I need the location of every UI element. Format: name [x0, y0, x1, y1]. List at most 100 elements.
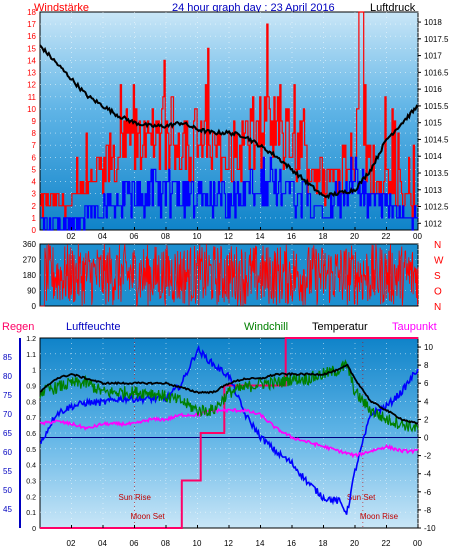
humidity-ytick-label: 65 [3, 429, 12, 438]
direction-ytick-label: 0 [32, 302, 37, 311]
p3-xtick-label: 10 [193, 539, 202, 548]
p3-xtick-label: 04 [98, 539, 107, 548]
direction-compass-label: W [434, 256, 444, 267]
humidity-series [39, 344, 419, 515]
pressure-series [39, 44, 419, 200]
wind-ytick-label: 8 [32, 129, 37, 138]
wind-ytick-label: 2 [32, 202, 37, 211]
direction-ytick-label: 180 [23, 271, 37, 280]
dewpoint-series [39, 407, 419, 459]
temp-ytick-label: -10 [424, 524, 436, 533]
humidity-ytick-label: 50 [3, 486, 12, 495]
humidity-ytick-label: 55 [3, 467, 12, 476]
p1-xtick-label: 10 [193, 232, 202, 241]
luftfeuchte-legend: Luftfeuchte [66, 321, 120, 333]
pressure-ytick-label: 1013 [424, 186, 442, 195]
wind-ytick-label: 9 [32, 117, 37, 126]
pressure-ytick-label: 1012 [424, 219, 442, 228]
moon-set-label: Moon Set [131, 512, 166, 521]
temperatur-legend: Temperatur [312, 321, 368, 333]
direction-compass-label: O [434, 287, 442, 298]
humidity-ytick-label: 75 [3, 391, 12, 400]
rain-ytick-label: 0.8 [26, 399, 36, 406]
wind-ytick-label: 12 [27, 81, 36, 90]
pressure-ytick-label: 1016.5 [424, 68, 449, 77]
pressure-ytick-label: 1018 [424, 18, 442, 27]
wind-ytick-label: 3 [32, 190, 37, 199]
direction-compass-label: N [434, 302, 441, 313]
wind-ytick-label: 16 [27, 32, 36, 41]
p3-xtick-label: 18 [319, 539, 328, 548]
temperature-series [39, 363, 419, 425]
rain-ytick-label: 0.3 [26, 479, 36, 486]
wind-ytick-label: 11 [28, 93, 37, 102]
temp-ytick-label: 4 [424, 397, 429, 406]
pressure-ytick-label: 1016 [424, 85, 442, 94]
p3-xtick-label: 14 [256, 539, 265, 548]
sun-rise-label: Sun Rise [119, 493, 152, 502]
p1-xtick-label: 06 [130, 232, 139, 241]
pressure-ytick-label: 1015 [424, 119, 442, 128]
rain-ytick-label: 0.6 [26, 431, 36, 438]
rain-ytick-label: 0.5 [26, 447, 36, 454]
wind-direction-series [40, 243, 419, 308]
wind-ytick-label: 6 [32, 153, 37, 162]
p3-xtick-label: 22 [382, 539, 391, 548]
temp-ytick-label: 6 [424, 379, 429, 388]
temp-ytick-label: -2 [424, 452, 432, 461]
p3-xtick-label: 20 [350, 539, 359, 548]
direction-ytick-label: 90 [27, 287, 36, 296]
p1-xtick-label: 20 [350, 232, 359, 241]
windchill-series [39, 359, 419, 433]
regen-legend: Regen [2, 321, 34, 333]
luftdruck-label: Luftdruck [370, 2, 416, 14]
p1-xtick-label: 12 [224, 232, 233, 241]
p3-xtick-label: 16 [287, 539, 296, 548]
temp-ytick-label: -8 [424, 506, 432, 515]
temp-ytick-label: 10 [424, 343, 433, 352]
p1-xtick-label: 02 [67, 232, 76, 241]
rain-ytick-label: 1.2 [26, 336, 36, 343]
rain-ytick-label: 0.7 [26, 415, 36, 422]
pressure-ytick-label: 1013.5 [424, 169, 449, 178]
taupunkt-legend: Taupunkt [392, 321, 437, 333]
rain-ytick-label: 0.9 [26, 384, 36, 391]
moon-rise-label: Moon Rise [360, 512, 399, 521]
sun-set-label: Sun Set [347, 493, 376, 502]
temp-ytick-label: -6 [424, 488, 432, 497]
humidity-ytick-label: 80 [3, 372, 12, 381]
p1-xtick-label: 04 [98, 232, 107, 241]
humidity-ytick-label: 70 [3, 410, 12, 419]
rain-ytick-label: 1 [32, 368, 36, 375]
humidity-ytick-label: 85 [3, 353, 12, 362]
wind-ytick-label: 4 [32, 178, 37, 187]
wind-pressure-plot: 012345678910111213141516171810121012.510… [27, 8, 449, 241]
rain-series [40, 337, 418, 529]
rain-ytick-label: 0 [32, 526, 36, 533]
wind-ytick-label: 17 [27, 20, 36, 29]
p1-xtick-label: 14 [256, 232, 265, 241]
wind-ytick-label: 10 [27, 105, 36, 114]
wind-average-series [40, 156, 418, 231]
p3-xtick-label: 02 [67, 539, 76, 548]
wind-ytick-label: 15 [27, 44, 36, 53]
direction-ytick-label: 270 [23, 256, 37, 265]
pressure-ytick-label: 1017.5 [424, 35, 449, 44]
p1-xtick-label: 18 [319, 232, 328, 241]
pressure-ytick-label: 1014.5 [424, 135, 449, 144]
p1-xtick-label: 16 [287, 232, 296, 241]
graph-title: 24 hour graph day : 23 April 2016 [172, 2, 335, 14]
rain-ytick-label: 1.1 [26, 352, 36, 359]
windchill-legend: Windchill [244, 321, 288, 333]
direction-compass-label: S [434, 271, 441, 282]
rain-ytick-label: 0.1 [26, 510, 36, 517]
wind-ytick-label: 7 [32, 141, 37, 150]
p1-xtick-label: 22 [382, 232, 391, 241]
rain-ytick-label: 0.4 [26, 463, 36, 470]
pressure-ytick-label: 1015.5 [424, 102, 449, 111]
humidity-ytick-label: 60 [3, 448, 12, 457]
p1-xtick-label: 00 [413, 232, 422, 241]
